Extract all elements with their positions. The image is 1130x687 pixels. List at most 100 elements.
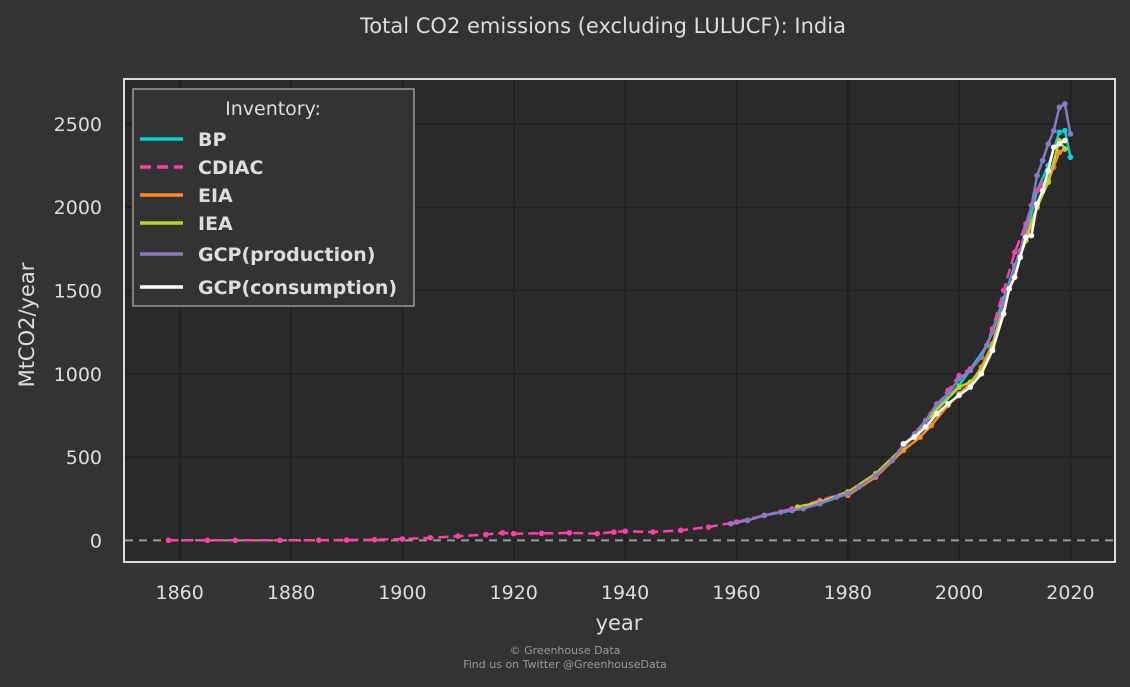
- x-tick-label: 1860: [155, 582, 203, 604]
- y-tick-label: 1500: [54, 281, 102, 303]
- data-point: [978, 370, 985, 377]
- data-point: [934, 400, 940, 407]
- x-tick-label: 1900: [378, 582, 426, 604]
- data-point: [611, 529, 617, 535]
- twitter-text: Find us on Twitter @GreenhouseData: [463, 658, 667, 671]
- x-tick-label: 1960: [712, 582, 760, 604]
- y-tick-label: 0: [90, 530, 102, 552]
- data-point: [399, 536, 406, 542]
- data-point: [917, 434, 923, 440]
- data-point: [833, 494, 840, 500]
- data-point: [622, 528, 628, 534]
- x-tick-label: 2020: [1046, 582, 1094, 604]
- data-point: [945, 390, 951, 397]
- data-point: [1028, 202, 1035, 209]
- data-point: [277, 537, 283, 544]
- legend-title: Inventory:: [225, 98, 321, 120]
- data-point: [956, 392, 962, 399]
- data-point: [1017, 254, 1024, 261]
- data-point: [1034, 172, 1040, 179]
- data-point: [650, 529, 656, 535]
- data-point: [922, 417, 929, 424]
- data-point: [1067, 131, 1074, 137]
- data-point: [1045, 167, 1051, 174]
- data-point: [789, 507, 795, 514]
- data-point: [1056, 149, 1063, 156]
- data-point: [455, 533, 461, 539]
- data-point: [967, 367, 974, 374]
- data-point: [889, 457, 896, 464]
- data-point: [538, 530, 545, 537]
- legend-label: GCP(consumption): [198, 277, 397, 299]
- data-point: [483, 531, 489, 538]
- data-point: [1056, 129, 1063, 136]
- data-point: [371, 536, 378, 543]
- data-point: [800, 505, 807, 512]
- data-point: [778, 509, 784, 515]
- data-point: [510, 530, 517, 537]
- chart-title: Total CO2 emissions (excluding LULUCF): …: [359, 14, 846, 38]
- data-point: [1034, 201, 1040, 207]
- data-point: [1023, 234, 1029, 241]
- data-point: [728, 520, 734, 527]
- data-point: [1045, 179, 1051, 186]
- x-tick-label: 2000: [935, 582, 983, 604]
- data-point: [856, 484, 862, 490]
- data-point: [1062, 101, 1068, 107]
- data-point: [705, 524, 712, 530]
- y-tick-label: 1000: [54, 364, 102, 386]
- data-point: [900, 440, 907, 447]
- legend-box: [132, 88, 415, 307]
- legend-label: BP: [198, 129, 226, 151]
- data-point: [922, 424, 929, 430]
- data-point: [1050, 144, 1057, 151]
- data-point: [967, 384, 974, 390]
- data-point: [934, 410, 940, 417]
- data-point: [1062, 137, 1068, 144]
- series-gcp-production-: [728, 101, 1074, 527]
- data-point: [316, 537, 322, 543]
- data-point: [956, 375, 962, 382]
- data-point: [956, 384, 962, 390]
- data-point: [1067, 154, 1074, 161]
- data-point: [677, 527, 684, 534]
- y-tick-label: 500: [66, 447, 102, 469]
- data-point: [844, 490, 851, 497]
- data-point: [1000, 287, 1007, 294]
- legend-label: CDIAC: [198, 157, 263, 179]
- data-point: [1023, 224, 1029, 231]
- x-axis-label: year: [596, 611, 643, 635]
- data-point: [566, 530, 573, 536]
- data-point: [978, 354, 985, 360]
- data-point: [872, 472, 879, 479]
- data-point: [499, 530, 506, 536]
- legend-label: IEA: [198, 213, 233, 235]
- data-point: [989, 329, 996, 335]
- legend: Inventory: BP CDIAC EIA IEA GCP(production) G…: [132, 88, 415, 307]
- x-tick-label: 1980: [824, 582, 872, 604]
- data-point: [165, 537, 172, 544]
- data-point: [1056, 141, 1063, 147]
- legend-label: GCP(production): [198, 244, 375, 266]
- x-tick-label: 1940: [601, 582, 649, 604]
- tick-labels: 1860 1880 1900 1920 1940 1960 1980 2000 2020 0 500…: [54, 114, 1095, 604]
- data-point: [911, 434, 918, 440]
- data-point: [1039, 187, 1046, 194]
- data-point: [817, 500, 823, 507]
- data-point: [1006, 286, 1013, 292]
- data-point: [1011, 274, 1018, 280]
- data-point: [427, 535, 434, 541]
- credit-text: © Greenhouse Data: [509, 644, 621, 657]
- data-point: [1062, 146, 1068, 152]
- legend-label: EIA: [198, 185, 233, 207]
- data-point: [1045, 141, 1051, 147]
- data-point: [1011, 249, 1018, 256]
- data-point: [744, 517, 751, 524]
- data-point: [1062, 127, 1068, 134]
- y-tick-label: 2500: [54, 114, 102, 136]
- data-point: [1039, 157, 1046, 164]
- data-point: [945, 400, 951, 407]
- y-tick-label: 2000: [54, 197, 102, 219]
- data-point: [594, 530, 601, 537]
